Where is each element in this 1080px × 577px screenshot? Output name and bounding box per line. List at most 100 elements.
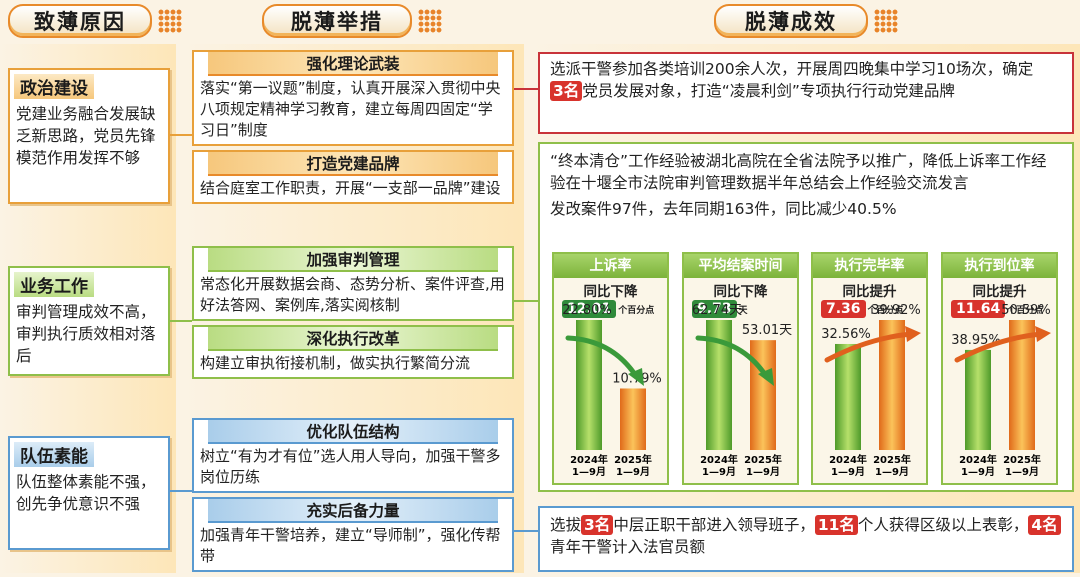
result-text: 选拔 3名 中层正职干部进入领导班子， 11名 个人获得区级以上表彰， 4名青年干警计入法… [540, 508, 1072, 562]
cause-text: 队伍整体素能不强，创先争优意识不强 [16, 473, 156, 513]
change-unit: 个百分点 [618, 305, 655, 316]
result-text: “终本清仓”工作经验被湖北高院在全省法院予以推广，降低上诉率工作经验在十堰全市法… [550, 152, 1047, 192]
header-results-label: 脱薄成效 [714, 4, 868, 38]
bar [620, 388, 646, 450]
tick-label: 1—9月 [961, 466, 995, 478]
tick-label: 2025年 [744, 453, 782, 466]
dots-icon [418, 9, 442, 33]
arrow-head-icon [1035, 326, 1051, 342]
connector [168, 490, 192, 492]
cause-title: 队伍素能 [14, 442, 94, 467]
cause-political: 政治建设 党建业务融合发展缺乏新思路，党员先锋模范作用发挥不够 [8, 68, 170, 204]
tick-label: 1—9月 [875, 466, 909, 478]
trend-up-arrow-icon [954, 331, 1044, 363]
header-results: 脱薄成效 [714, 4, 898, 38]
measure-title: 充实后备力量 [208, 499, 498, 523]
tick-label: 2025年 [614, 453, 652, 466]
highlight-number: 3名 [581, 515, 614, 535]
change-unit: 天 [738, 305, 748, 316]
change-unit: 个百分点 [1007, 305, 1044, 316]
header-measures-label: 脱薄举措 [262, 4, 412, 38]
tick-label: 1—9月 [1005, 466, 1039, 478]
connector [514, 88, 538, 90]
trend-up-arrow-icon [824, 331, 914, 363]
tick-label: 1—9月 [616, 466, 650, 478]
chart-title: 上诉率 [554, 254, 667, 278]
cause-text: 审判管理成效不高，审判执行质效相对落后 [16, 303, 156, 365]
bar-value-label: 50.59% [1001, 303, 1051, 318]
tick-label: 2024年 [959, 453, 997, 466]
bar [965, 349, 991, 450]
chart-title: 执行完毕率 [813, 254, 926, 278]
bar-value-label: 22.80% [562, 303, 612, 318]
result-text: 发改案件97件，去年同期163件，同比减少40.5% [550, 200, 897, 218]
connector [168, 320, 192, 322]
measure-text: 加强青年干警培养，建立“导师制”，强化传帮带 [194, 523, 512, 570]
change-value: 7.36 [821, 300, 866, 318]
bar-value-label: 39.92% [871, 303, 921, 318]
header-measures: 脱薄举措 [262, 4, 442, 38]
arrow-head-icon [758, 368, 774, 386]
connector [514, 530, 538, 532]
dots-icon [874, 9, 898, 33]
tick-label: 2025年 [873, 453, 911, 466]
connector [514, 300, 538, 302]
measure-title: 加强审判管理 [208, 248, 498, 272]
chart-title: 平均结案时间 [684, 254, 797, 278]
bar [879, 320, 905, 450]
connector [168, 134, 192, 136]
tick-label: 2024年 [829, 453, 867, 466]
measure-text: 结合庭室工作职责，开展“一支部一品牌”建设 [194, 176, 512, 202]
tick-label: 2024年 [570, 453, 608, 466]
change-value: 9.73 [692, 300, 737, 318]
bar [1009, 320, 1035, 450]
cause-text: 党建业务融合发展缺乏新思路，党员先锋模范作用发挥不够 [16, 105, 156, 167]
measure-title: 打造党建品牌 [208, 152, 498, 176]
trend-down-arrow-icon [695, 335, 769, 379]
tick-label: 2025年 [1003, 453, 1041, 466]
chart-change-label: 同比提升 [842, 284, 897, 300]
measure-text: 常态化开展数据会商、态势分析、案件评查,用好法答网、案例库,落实阅核制 [194, 272, 512, 319]
measure-text: 落实“第一议题”制度，认真开展深入贯彻中央八项规定精神学习教育，建立每周四固定“… [194, 76, 512, 144]
bar [835, 343, 861, 450]
tick-label: 1—9月 [702, 466, 736, 478]
measure-title: 优化队伍结构 [208, 420, 498, 444]
measure-text: 构建立审执衔接机制，做实执行繁简分流 [194, 351, 512, 377]
highlight-number: 4名 [1028, 515, 1061, 535]
change-badge: 11.64 个百分点 [951, 300, 1043, 318]
chart-card: 执行到位率 同比提升 11.64 个百分点 38.95% 2024年 1—9月 50.59% 2… [941, 252, 1058, 485]
measure-text: 树立“有为才有位”选人用人导向，加强干警多岗位历练 [194, 444, 512, 491]
bar [750, 340, 776, 450]
highlight-number: 11名 [814, 515, 858, 535]
change-badge: 9.73 天 [692, 300, 748, 318]
cause-title: 业务工作 [14, 272, 94, 297]
result-text: 选派干警参加各类培训200余人次，开展周四晚集中学习10场次，确定3名 党员发展对… [550, 60, 1034, 101]
trend-down-arrow-icon [565, 335, 639, 379]
header-causes: 致薄原因 [8, 4, 182, 38]
tick-label: 2024年 [700, 453, 738, 466]
tick-label: 1—9月 [746, 466, 780, 478]
measures-business: 加强审判管理 常态化开展数据会商、态势分析、案件评查,用好法答网、案例库,落实阅… [192, 246, 514, 379]
chart-card: 执行完毕率 同比提升 7.36 个百分点 32.56% 2024年 1—9月 39.92% 20… [811, 252, 928, 485]
change-badge: 7.36 个百分点 [821, 300, 904, 318]
measures-political: 强化理论武装 落实“第一议题”制度，认真开展深入贯彻中央八项规定精神学习教育，建… [192, 50, 514, 204]
tick-label: 1—9月 [572, 466, 606, 478]
change-badge: 12.01 个百分点 [562, 300, 654, 318]
result-team: 选拔 3名 中层正职干部进入领导班子， 11名 个人获得区级以上表彰， 4名青年干警计入法… [538, 506, 1074, 572]
chart-card: 上诉率同比下降12.01个百分点22.80%2024年1—9月10.79%202… [552, 252, 669, 485]
chart-card: 平均结案时间 同比下降 9.73 天 62.74天 2024年 1—9月 53.01天 2025… [682, 252, 799, 485]
bar-value-label: 62.74天 [692, 303, 742, 318]
arrow-head-icon [628, 368, 644, 386]
change-value: 12.01 [562, 300, 617, 318]
bar-value-label: 53.01天 [742, 323, 792, 338]
dots-icon [158, 9, 182, 33]
cause-title: 政治建设 [14, 74, 94, 99]
change-unit: 个百分点 [867, 305, 904, 316]
measure-title: 深化执行改革 [208, 327, 498, 351]
tick-label: 1—9月 [831, 466, 865, 478]
chart-change-label: 同比下降 [583, 284, 638, 300]
arrow-head-icon [905, 326, 921, 342]
measures-team: 优化队伍结构 树立“有为才有位”选人用人导向，加强干警多岗位历练 充实后备力量 … [192, 418, 514, 572]
cause-team: 队伍素能 队伍整体素能不强，创先争优意识不强 [8, 436, 170, 550]
